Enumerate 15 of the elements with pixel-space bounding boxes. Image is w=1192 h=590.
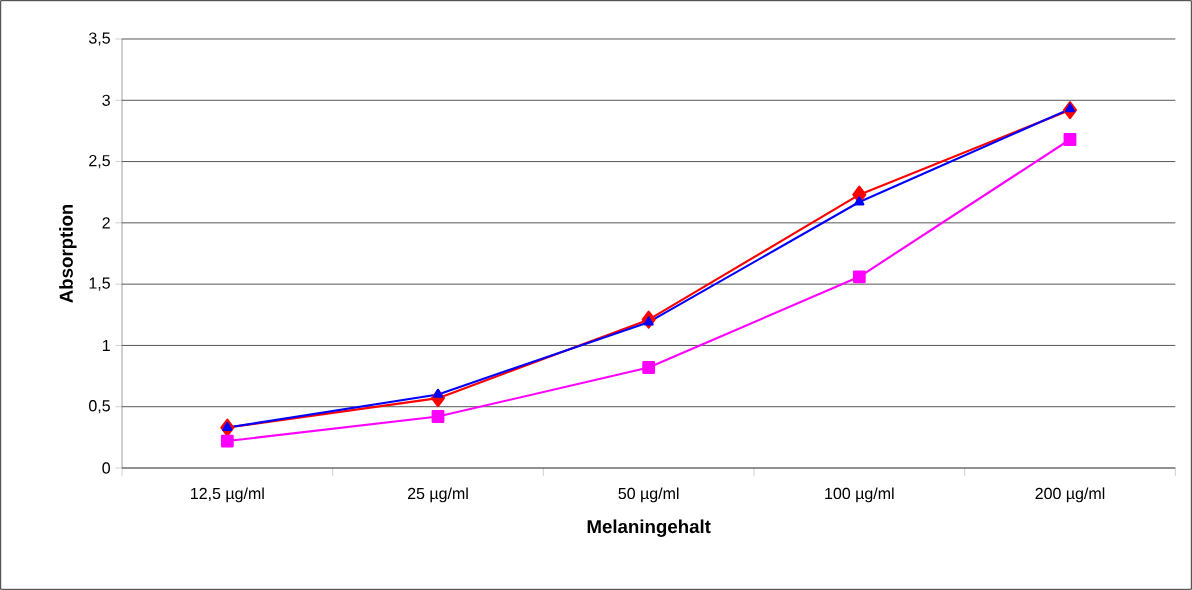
x-axis-title: Melaningehalt (587, 519, 711, 537)
y-tick-label: 3,5 (88, 32, 110, 46)
y-tick-label: 0 (102, 462, 111, 474)
x-tick-label: 200 µg/ml (1035, 487, 1105, 503)
y-tick-label: 2 (102, 217, 110, 229)
y-tick-label: 3 (102, 94, 110, 106)
y-tick-label: 0,5 (89, 400, 110, 414)
x-tick-label: 12,5 µg/ml (191, 487, 264, 503)
x-tick-label: 100 µg/ml (825, 487, 894, 503)
x-tick-label: 25 µg/ml (407, 487, 468, 503)
y-axis-title: Absorption (59, 204, 77, 303)
y-tick-label: 1 (102, 339, 110, 351)
y-tick-label: 1,5 (89, 277, 110, 291)
y-tick-label: 2,5 (89, 154, 110, 169)
x-tick-label: 50 µg/ml (618, 487, 679, 503)
